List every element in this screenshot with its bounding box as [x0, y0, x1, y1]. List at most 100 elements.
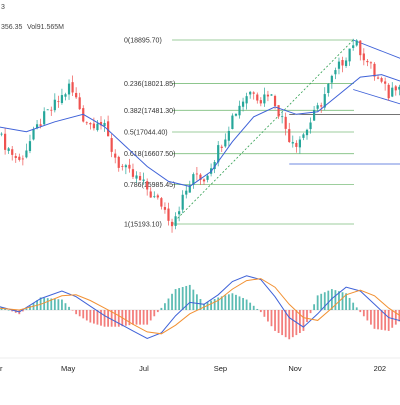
candle-body [330, 75, 333, 83]
macd-histogram-bar [235, 294, 237, 310]
macd-histogram-bar [92, 310, 95, 324]
macd-histogram-bar [387, 310, 390, 331]
candle [302, 132, 305, 141]
candle-body [302, 134, 305, 138]
candle-body [241, 101, 245, 107]
candle-body [25, 150, 28, 158]
macd-histogram-bar [4, 308, 7, 310]
candle-body [163, 207, 167, 210]
macd-histogram-bar [107, 310, 110, 327]
candle [252, 91, 255, 100]
candle-body [380, 78, 383, 82]
macd-histogram-bar [146, 310, 149, 325]
candle-body [231, 115, 234, 130]
macd-histogram-bar [252, 305, 255, 310]
candle-body [103, 122, 106, 126]
candle [117, 155, 120, 172]
macd-histogram-bar [220, 296, 223, 310]
candle-body [266, 94, 270, 97]
candle [92, 117, 95, 131]
macd-histogram-bar [320, 293, 323, 310]
candle-body [199, 174, 202, 181]
candle [291, 135, 294, 148]
candle-body [4, 133, 7, 150]
candle-body [188, 185, 191, 193]
candle-body [245, 96, 248, 104]
candle [298, 136, 301, 154]
candle-body [334, 70, 337, 75]
candle-body [156, 195, 159, 198]
candle [50, 106, 53, 116]
candle-body [373, 63, 376, 77]
candle-body [85, 122, 88, 124]
candle-body [270, 94, 273, 96]
candle-body [46, 109, 49, 111]
macd-histogram-bar [323, 292, 326, 310]
candle-body [213, 161, 216, 170]
candle [362, 48, 365, 66]
candle [75, 87, 78, 100]
candle [202, 178, 206, 185]
macd-histogram-bar [156, 310, 159, 313]
candle-body [60, 95, 64, 103]
macd-histogram-bar [306, 310, 308, 323]
candle-body [43, 111, 46, 125]
candle-body [217, 145, 220, 163]
candle [249, 90, 252, 99]
x-tick-label: Nov [288, 364, 302, 373]
candle-body [35, 124, 39, 129]
candle [135, 171, 138, 183]
candle-body [192, 174, 195, 185]
candle [124, 163, 127, 175]
candle [96, 120, 99, 132]
candle-body [114, 153, 117, 158]
macd-histogram-bar [139, 310, 141, 325]
candle-body [298, 139, 301, 148]
candle-body [96, 123, 99, 131]
macd-histogram-bar [50, 298, 53, 310]
candle [107, 115, 110, 137]
candle-body [398, 86, 400, 90]
candle-body [323, 94, 326, 108]
candle-body [376, 77, 380, 79]
candle [14, 153, 17, 163]
macd-histogram-bar [71, 310, 74, 311]
macd-histogram-bar [82, 310, 85, 319]
candle-body [305, 129, 309, 136]
macd-histogram-bar [110, 310, 113, 327]
candle-body [178, 211, 181, 215]
macd-histogram-bar [213, 299, 216, 310]
macd-histogram-bar [341, 292, 344, 310]
candle [330, 74, 333, 89]
candle [103, 119, 106, 132]
candle-body [249, 91, 252, 95]
x-tick-label: r [0, 364, 3, 373]
candle [256, 92, 259, 104]
macd-histogram-bar [195, 294, 198, 310]
candle-body [167, 208, 170, 221]
candle [245, 92, 248, 110]
candle-body [78, 97, 81, 110]
candle [160, 196, 163, 210]
macd-histogram-bar [242, 297, 244, 310]
candle [334, 67, 337, 80]
candle [85, 121, 88, 126]
candle [163, 202, 167, 214]
macd-histogram-bar [281, 310, 284, 336]
candle [295, 140, 298, 153]
macd-histogram-bar [160, 307, 163, 310]
macd-histogram-bar [188, 284, 191, 310]
candle-body [362, 53, 365, 61]
candle [309, 117, 312, 134]
signal-line [0, 278, 400, 335]
macd-histogram-bar [309, 310, 312, 314]
candle [181, 190, 184, 214]
candle-body [170, 221, 174, 227]
candle-body [53, 99, 56, 111]
candle-body [11, 149, 14, 155]
macd-histogram-bar [89, 310, 92, 323]
candle [89, 122, 92, 130]
macd-histogram-bar [103, 310, 106, 327]
channel-upper-line [353, 39, 400, 59]
candle [327, 82, 330, 97]
